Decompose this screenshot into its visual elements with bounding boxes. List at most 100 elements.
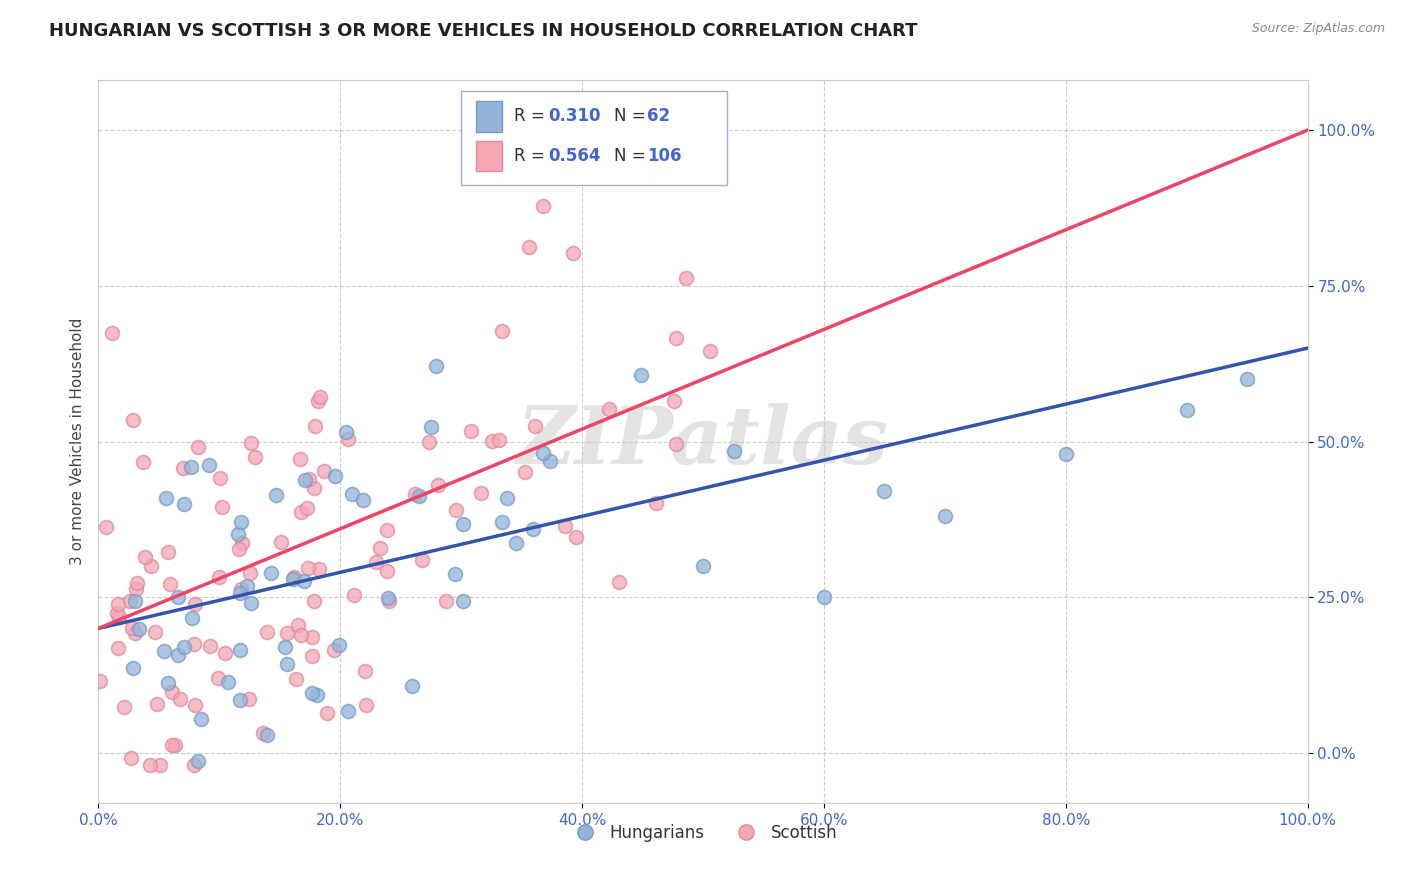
Point <box>453 516 475 531</box>
Point <box>183 698 205 712</box>
Point <box>128 622 150 636</box>
Point <box>598 402 620 417</box>
Y-axis label: 3 or more Vehicles in Household: 3 or more Vehicles in Household <box>69 318 84 566</box>
Point <box>276 626 298 640</box>
Point <box>470 485 492 500</box>
Point <box>124 582 146 597</box>
Point <box>287 618 309 632</box>
Point <box>240 435 263 450</box>
Point <box>217 674 239 689</box>
Point <box>609 574 631 589</box>
Point <box>169 691 191 706</box>
Point <box>491 325 513 339</box>
Point <box>290 628 312 642</box>
Point <box>1236 372 1258 386</box>
Point <box>120 750 142 764</box>
Text: N =: N = <box>613 147 651 165</box>
Point <box>121 621 143 635</box>
Point <box>425 359 447 373</box>
Point <box>197 458 219 472</box>
Point <box>301 631 323 645</box>
Point <box>157 544 180 558</box>
Point <box>181 610 204 624</box>
Text: R =: R = <box>515 107 550 126</box>
Point <box>238 691 260 706</box>
Point <box>214 646 236 660</box>
Point <box>183 758 205 772</box>
Point <box>934 509 956 524</box>
Point <box>354 698 377 713</box>
Point <box>173 497 195 511</box>
FancyBboxPatch shape <box>461 91 727 185</box>
Point <box>664 436 686 450</box>
Point <box>231 535 253 549</box>
Point <box>353 664 375 678</box>
Point <box>305 689 328 703</box>
Point <box>343 588 366 602</box>
Point <box>377 523 399 537</box>
Text: 0.310: 0.310 <box>548 107 600 126</box>
Point <box>513 465 536 479</box>
Point <box>451 594 474 608</box>
Point <box>301 686 323 700</box>
Point <box>340 487 363 501</box>
Point <box>290 505 312 519</box>
Point <box>122 412 145 426</box>
Point <box>118 594 141 608</box>
Text: N =: N = <box>613 107 651 126</box>
Point <box>488 433 510 447</box>
Point <box>184 597 207 611</box>
Point <box>336 432 359 446</box>
Point <box>172 461 194 475</box>
Text: R =: R = <box>515 147 550 165</box>
Point <box>187 755 209 769</box>
Point <box>813 591 835 605</box>
Point <box>256 728 278 742</box>
Point <box>107 598 129 612</box>
Point <box>517 240 540 254</box>
Point <box>298 472 321 486</box>
Point <box>146 697 169 711</box>
Point <box>187 440 209 454</box>
Point <box>375 564 398 578</box>
Point <box>308 390 330 404</box>
Point <box>288 451 311 466</box>
Point <box>368 541 391 556</box>
Point <box>699 344 721 359</box>
Point <box>240 596 263 610</box>
Point <box>427 477 450 491</box>
Point <box>323 643 346 657</box>
Point <box>284 672 307 686</box>
Point <box>522 522 544 536</box>
Point <box>460 424 482 438</box>
Point <box>276 657 298 672</box>
Point <box>208 569 231 583</box>
Point <box>132 455 155 469</box>
Point <box>292 574 315 588</box>
Text: ZIPatlas: ZIPatlas <box>517 403 889 480</box>
Point <box>297 561 319 575</box>
Point <box>295 500 318 515</box>
Point <box>167 590 190 604</box>
Point <box>229 643 252 657</box>
Point <box>162 685 184 699</box>
Point <box>408 489 430 503</box>
Point <box>630 368 652 382</box>
Point <box>252 726 274 740</box>
Point <box>540 454 562 468</box>
Point <box>723 444 745 458</box>
Point <box>873 484 896 499</box>
Point <box>163 738 186 752</box>
Point <box>531 199 554 213</box>
Point <box>89 673 111 688</box>
Point <box>328 638 350 652</box>
Point <box>420 419 443 434</box>
Point <box>153 643 176 657</box>
Point <box>378 594 401 608</box>
Point <box>523 419 546 434</box>
Point <box>245 450 267 464</box>
Point <box>377 591 399 605</box>
Point <box>209 471 232 485</box>
Point <box>260 566 283 581</box>
Point <box>404 487 426 501</box>
